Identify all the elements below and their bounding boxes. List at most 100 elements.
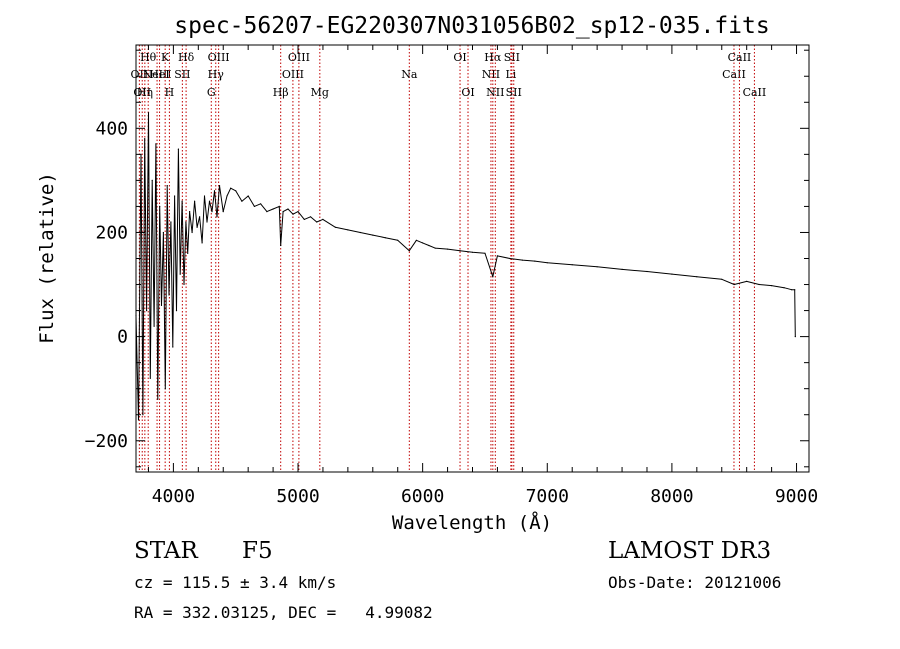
data-point: [496, 255, 498, 257]
data-point: [226, 195, 228, 197]
data-point: [187, 252, 189, 254]
data-point: [397, 239, 399, 241]
data-point: [189, 211, 191, 213]
line-label-11: Hγ: [208, 68, 225, 81]
spectral-line-markers: OIIOIIHηHθNeIIIHeIKHSIIHδGHγOIIIHβOIIIOI…: [131, 45, 767, 472]
data-point: [160, 304, 163, 306]
data-point: [247, 195, 249, 197]
data-point: [571, 264, 573, 266]
data-point: [147, 112, 150, 114]
data-point: [347, 229, 349, 231]
y-tick-label: −200: [85, 431, 128, 452]
data-point: [174, 195, 176, 197]
line-label-8: SII: [174, 68, 190, 81]
data-point: [746, 280, 748, 282]
data-point: [303, 218, 305, 220]
data-point: [621, 268, 623, 270]
data-point: [783, 287, 785, 289]
data-point: [230, 187, 232, 189]
line-label-14: OIII: [282, 68, 304, 81]
data-point: [241, 200, 243, 202]
line-label-13: Hβ: [273, 86, 289, 99]
data-point: [149, 377, 151, 379]
observation-date: Obs-Date: 20121006: [608, 573, 782, 592]
data-point: [447, 248, 449, 250]
data-point: [153, 325, 155, 327]
data-point: [213, 190, 216, 192]
data-point: [172, 346, 174, 348]
data-point: [175, 310, 178, 312]
data-point: [211, 211, 213, 213]
data-point: [260, 203, 262, 205]
data-point: [471, 251, 474, 253]
data-point: [177, 148, 179, 150]
line-label-16: Mg: [311, 86, 329, 99]
data-point: [372, 234, 374, 236]
data-point: [253, 205, 255, 207]
x-tick-label: 4000: [152, 486, 195, 507]
line-label-28: CaII: [743, 86, 767, 99]
data-point: [459, 250, 461, 252]
axis-ticks: 4000 5000 6000 7000 8000 9000 −200 0 200 400: [85, 45, 818, 507]
data-point: [206, 221, 208, 223]
data-point: [272, 208, 274, 210]
data-point: [484, 252, 486, 254]
data-point: [179, 273, 181, 275]
data-point: [322, 218, 324, 220]
data-point: [201, 242, 203, 244]
data-point: [534, 260, 536, 262]
data-point: [164, 388, 166, 390]
data-point: [208, 200, 211, 202]
data-point: [266, 211, 268, 213]
data-point: [297, 211, 299, 213]
line-label-17: Na: [401, 68, 418, 81]
redshift-velocity: cz = 115.5 ± 3.4 km/s: [134, 573, 337, 592]
line-label-12: OIII: [208, 51, 230, 64]
line-label-2: Hη: [137, 86, 153, 99]
data-point: [222, 211, 224, 213]
line-label-9: Hδ: [178, 51, 195, 64]
line-label-25: SII: [506, 86, 522, 99]
data-point: [671, 273, 673, 275]
line-label-20: NII: [482, 68, 500, 81]
data-point: [384, 237, 386, 239]
data-point: [794, 289, 796, 291]
line-label-0: OII: [131, 68, 149, 81]
data-point: [646, 270, 648, 273]
x-tick-label: 9000: [775, 486, 818, 507]
data-point: [144, 138, 146, 140]
data-point: [146, 310, 148, 312]
data-point: [185, 221, 187, 223]
line-label-22: NII: [486, 86, 504, 99]
data-point: [733, 283, 735, 286]
line-label-4: NeIII: [142, 68, 171, 81]
data-point: [142, 414, 144, 416]
data-point: [203, 195, 206, 197]
data-point: [181, 200, 183, 202]
data-point: [191, 231, 193, 234]
x-tick-label: 7000: [526, 486, 569, 507]
chart-title: spec-56207-EG220307N031056B02_sp12-035.f…: [174, 13, 769, 39]
data-point: [509, 257, 511, 260]
x-tick-label: 8000: [650, 486, 693, 507]
line-label-7: H: [165, 86, 175, 99]
y-tick-label: 400: [95, 118, 128, 139]
data-point: [492, 276, 494, 278]
line-label-3: Hθ: [140, 51, 157, 64]
data-point: [546, 262, 548, 264]
data-point: [183, 283, 185, 286]
data-point: [151, 179, 153, 181]
data-point: [309, 216, 312, 218]
data-point: [596, 266, 598, 268]
data-point: [791, 289, 793, 291]
line-label-24: SII: [504, 51, 520, 64]
data-point: [334, 226, 336, 228]
data-point: [278, 205, 280, 207]
line-label-18: OI: [453, 51, 466, 64]
line-label-27: CaII: [728, 51, 752, 64]
line-label-23: Li: [505, 68, 516, 81]
data-point: [771, 285, 773, 287]
data-point: [199, 216, 201, 218]
y-tick-label: 0: [117, 327, 128, 348]
